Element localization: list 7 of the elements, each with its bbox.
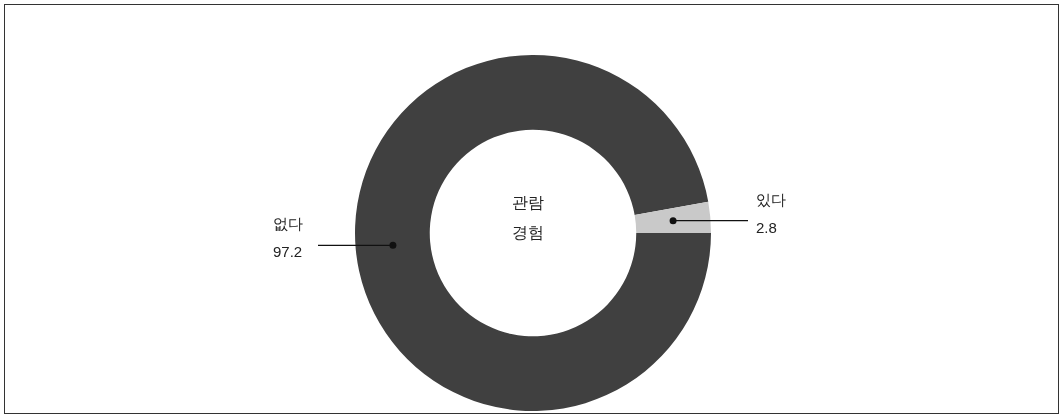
data-label: 2.8 [756,218,777,236]
data-label: 97.2 [273,243,303,261]
text: 관람 경험 [511,193,545,243]
slice-label: 없다 [273,215,303,233]
donut-slice [634,201,711,233]
slice-label: 있다 [756,190,786,208]
donut-slice [355,55,711,411]
